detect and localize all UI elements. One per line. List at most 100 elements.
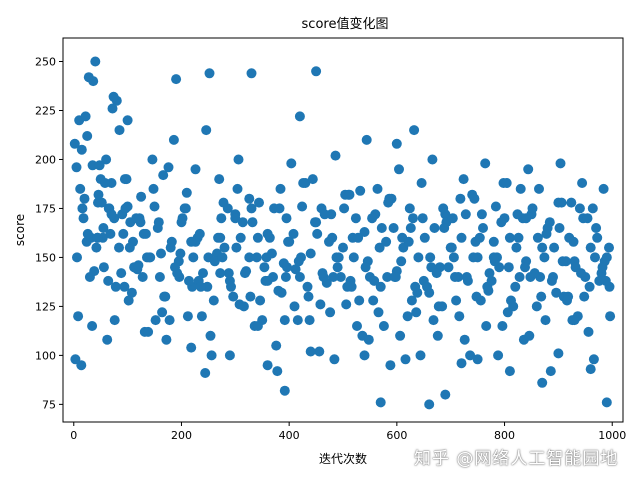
data-point bbox=[311, 66, 322, 77]
data-point bbox=[177, 213, 188, 224]
data-point bbox=[409, 125, 420, 136]
data-point bbox=[428, 315, 439, 326]
data-point bbox=[103, 275, 114, 286]
data-point bbox=[94, 160, 105, 171]
data-point bbox=[314, 346, 325, 357]
data-point bbox=[360, 262, 371, 273]
data-point bbox=[200, 368, 211, 378]
data-point bbox=[240, 268, 250, 279]
data-point bbox=[154, 272, 165, 282]
data-point bbox=[292, 315, 303, 326]
data-point bbox=[411, 307, 422, 318]
data-point bbox=[574, 203, 585, 214]
data-point bbox=[186, 236, 197, 247]
data-point bbox=[339, 203, 350, 214]
data-point bbox=[472, 354, 483, 365]
data-point bbox=[126, 287, 137, 298]
data-point bbox=[288, 228, 299, 239]
data-point bbox=[293, 256, 304, 267]
data-point bbox=[145, 252, 156, 263]
data-point bbox=[348, 252, 359, 263]
data-point bbox=[188, 252, 199, 263]
data-point bbox=[488, 236, 499, 247]
data-point bbox=[78, 213, 89, 224]
data-point bbox=[341, 299, 352, 310]
data-point bbox=[91, 242, 102, 253]
data-points bbox=[69, 56, 616, 410]
data-point bbox=[325, 307, 336, 318]
data-point bbox=[488, 252, 499, 263]
plot-area-frame bbox=[62, 37, 624, 423]
data-point bbox=[556, 197, 567, 208]
data-point bbox=[536, 291, 547, 302]
data-point bbox=[282, 262, 292, 273]
data-point bbox=[237, 217, 248, 228]
data-point bbox=[266, 248, 277, 259]
data-point bbox=[537, 377, 548, 388]
data-point bbox=[244, 252, 255, 263]
data-point bbox=[513, 232, 524, 243]
y-tick-label: 250 bbox=[35, 56, 56, 69]
data-point bbox=[537, 242, 548, 253]
data-point bbox=[529, 268, 540, 279]
data-point bbox=[134, 213, 145, 224]
x-tick-label: 800 bbox=[494, 429, 515, 442]
data-point bbox=[460, 209, 471, 220]
data-point bbox=[75, 183, 86, 194]
data-point bbox=[514, 272, 525, 282]
data-point bbox=[600, 275, 611, 286]
data-point bbox=[425, 252, 436, 263]
data-point bbox=[448, 252, 459, 263]
data-point bbox=[359, 350, 370, 361]
data-point bbox=[124, 242, 135, 253]
data-point bbox=[181, 187, 192, 198]
data-point bbox=[437, 301, 448, 312]
data-point bbox=[315, 299, 326, 310]
data-point bbox=[294, 111, 305, 122]
data-point bbox=[413, 252, 424, 263]
data-point bbox=[557, 256, 568, 267]
data-point bbox=[527, 203, 538, 214]
data-point bbox=[410, 281, 421, 292]
data-point bbox=[438, 203, 449, 214]
data-point bbox=[93, 189, 104, 200]
data-point bbox=[230, 213, 241, 224]
data-point bbox=[469, 193, 480, 204]
data-point bbox=[515, 183, 526, 194]
data-point bbox=[459, 334, 470, 345]
x-tick-label: 0 bbox=[70, 429, 77, 442]
data-point bbox=[447, 213, 458, 224]
data-point bbox=[553, 348, 564, 359]
data-point bbox=[591, 223, 602, 233]
data-point bbox=[588, 354, 599, 365]
data-point bbox=[222, 203, 233, 214]
data-point bbox=[551, 287, 562, 298]
data-point bbox=[394, 164, 404, 175]
data-point bbox=[305, 248, 316, 259]
data-point bbox=[388, 223, 399, 233]
data-point bbox=[493, 350, 504, 361]
data-point bbox=[297, 201, 308, 212]
data-point bbox=[172, 268, 183, 279]
data-point bbox=[190, 164, 201, 175]
data-point bbox=[585, 242, 596, 253]
data-point bbox=[521, 213, 532, 224]
data-point bbox=[471, 291, 482, 302]
data-point bbox=[77, 203, 88, 214]
data-point bbox=[342, 281, 353, 292]
data-point bbox=[354, 295, 365, 306]
data-point bbox=[106, 209, 117, 220]
y-axis-label: score bbox=[13, 214, 27, 246]
data-point bbox=[332, 262, 343, 273]
data-point bbox=[504, 366, 515, 377]
data-point bbox=[168, 134, 179, 145]
data-point bbox=[319, 209, 330, 220]
data-point bbox=[375, 397, 386, 408]
x-axis-label: 迭代次数 bbox=[319, 451, 367, 466]
data-point bbox=[179, 203, 190, 214]
data-point bbox=[417, 213, 428, 224]
data-point bbox=[120, 203, 131, 214]
data-point bbox=[590, 252, 600, 263]
data-point bbox=[403, 236, 414, 247]
data-point bbox=[395, 330, 406, 341]
